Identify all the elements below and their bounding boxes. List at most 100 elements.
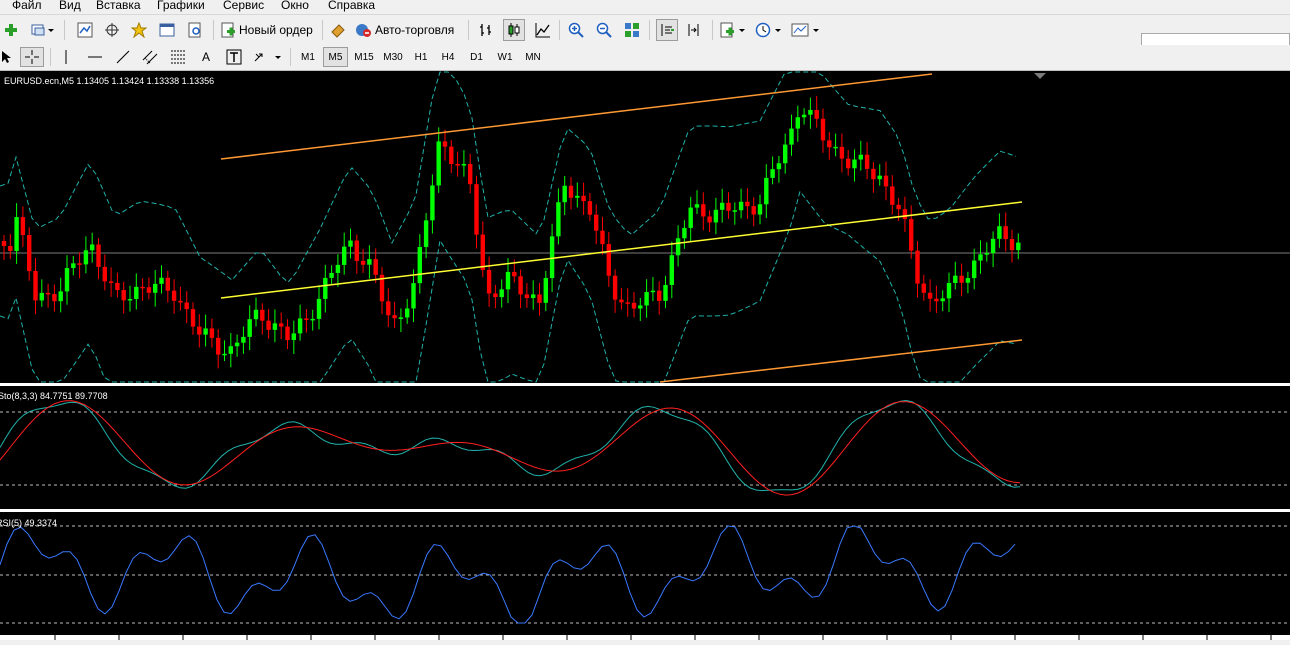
text-label-button[interactable] [224, 48, 244, 66]
menu-help[interactable]: Справка [328, 0, 376, 12]
horizontal-line-button[interactable] [85, 48, 105, 66]
new-chart-button[interactable] [0, 20, 22, 40]
bar-chart-button[interactable] [476, 20, 496, 40]
candle-body [20, 217, 26, 236]
crosshair-button[interactable] [20, 47, 44, 67]
pane-separator[interactable] [0, 383, 1290, 386]
arrows-button[interactable] [252, 48, 284, 66]
candle-body [342, 246, 347, 265]
candle-body [354, 240, 359, 261]
trendline-icon [116, 50, 130, 64]
candle-body [978, 254, 983, 261]
candlestick-chart-button[interactable] [503, 19, 525, 41]
trendline-button[interactable] [113, 48, 133, 66]
candle-body [228, 346, 233, 354]
text-tool-button[interactable]: A [197, 48, 215, 66]
terminal-button[interactable] [156, 20, 178, 40]
bollinger-lower-band [0, 190, 1017, 383]
arrow-cursor-icon [2, 51, 11, 63]
indicators-button[interactable] [718, 20, 748, 40]
data-window-button[interactable] [101, 20, 123, 40]
line-chart-button[interactable] [533, 20, 553, 40]
candle-body [323, 277, 328, 299]
candle-body [657, 290, 662, 301]
stochastic-pane[interactable]: Sto(8,3,3) 84.7751 89.7708 [0, 391, 1290, 496]
profiles-button[interactable] [30, 20, 56, 40]
timeframe-m30-button[interactable]: M30 [383, 51, 403, 63]
candle-body [83, 250, 89, 265]
candle-body [64, 268, 70, 292]
equidistant-channel-icon [142, 50, 158, 65]
chart-canvas[interactable]: EURUSD.ecn,M5 1.13405 1.13424 1.13338 1.… [0, 71, 1290, 640]
price-pane[interactable]: EURUSD.ecn,M5 1.13405 1.13424 1.13338 1.… [0, 71, 1290, 383]
candle-body [644, 292, 649, 306]
strategy-tester-button[interactable] [184, 20, 206, 40]
candle-body [619, 299, 624, 303]
fibonacci-button[interactable] [168, 48, 188, 66]
candle-body [965, 278, 971, 283]
candle-body [461, 164, 467, 166]
candle-body [871, 168, 876, 180]
metaeditor-button[interactable] [328, 20, 348, 40]
rsi-pane[interactable]: RSI(5) 49.3374 [0, 518, 1290, 624]
channel-top-line[interactable] [220, 73, 933, 160]
timeframe-h4-button[interactable]: H4 [441, 51, 455, 63]
cursor-button[interactable] [0, 48, 14, 66]
candle-body [392, 315, 397, 319]
menu-file[interactable]: Файл [12, 0, 42, 12]
candle-body [757, 204, 763, 215]
templates-button[interactable] [790, 20, 822, 40]
candle-body [846, 158, 851, 169]
channel-middle-line[interactable] [220, 201, 1023, 299]
new-chart-icon [5, 24, 17, 36]
candle-body [883, 175, 889, 187]
vertical-line-button[interactable] [58, 48, 74, 66]
indicators-icon [720, 22, 745, 38]
timeframe-m5-button[interactable]: M5 [323, 47, 348, 67]
auto-scroll-button[interactable] [656, 19, 678, 41]
chart-shift-marker-icon[interactable] [1034, 73, 1046, 79]
navigator-button[interactable] [128, 20, 150, 40]
market-watch-button[interactable] [74, 20, 96, 40]
candle-body [940, 298, 945, 302]
candle-body [234, 342, 240, 347]
zoom-out-button[interactable] [594, 20, 614, 40]
menu-charts[interactable]: Графики [157, 0, 205, 12]
candle-body [864, 154, 870, 169]
timeframe-h1-button[interactable]: H1 [414, 51, 428, 63]
candle-body [90, 244, 95, 251]
timeframe-d1-button[interactable]: D1 [470, 51, 483, 63]
timeframe-mn-button[interactable]: MN [525, 51, 541, 63]
candle-body [171, 290, 177, 301]
menu-window[interactable]: Окно [281, 0, 309, 12]
channel-bottom-line[interactable] [659, 339, 1023, 383]
candle-body [575, 195, 580, 198]
equidistant-channel-button[interactable] [140, 48, 160, 66]
candle-body [45, 292, 51, 295]
menu-view[interactable]: Вид [59, 0, 81, 12]
stoch-main-line [0, 399, 1021, 492]
new-order-button[interactable]: Новый ордер [220, 20, 320, 40]
auto-trading-button[interactable]: Авто-торговля [354, 20, 464, 40]
periods-button[interactable] [754, 20, 784, 40]
candle-body [442, 141, 448, 147]
menu-tools[interactable]: Сервис [223, 0, 265, 12]
candle-body [751, 206, 756, 215]
candle-body [997, 226, 1002, 239]
candle-body [600, 230, 605, 245]
timeframe-m1-button[interactable]: M1 [301, 51, 315, 63]
zoom-in-button[interactable] [566, 20, 586, 40]
timeframe-w1-button[interactable]: W1 [497, 51, 513, 63]
timeframe-m15-button[interactable]: M15 [354, 51, 374, 63]
candle-body [203, 328, 208, 335]
tile-windows-button[interactable] [622, 20, 642, 40]
chart-shift-button[interactable] [684, 20, 704, 40]
pane-separator[interactable] [0, 509, 1290, 512]
chart-window[interactable]: EURUSD.ecn,M5 1.13405 1.13424 1.13338 1.… [0, 71, 1290, 640]
candle-body [486, 269, 492, 294]
menu-insert[interactable]: Вставка [96, 0, 141, 12]
candle-body [348, 240, 353, 247]
candle-body [789, 128, 794, 145]
candle-body [814, 109, 819, 119]
band-line [0, 71, 1017, 283]
